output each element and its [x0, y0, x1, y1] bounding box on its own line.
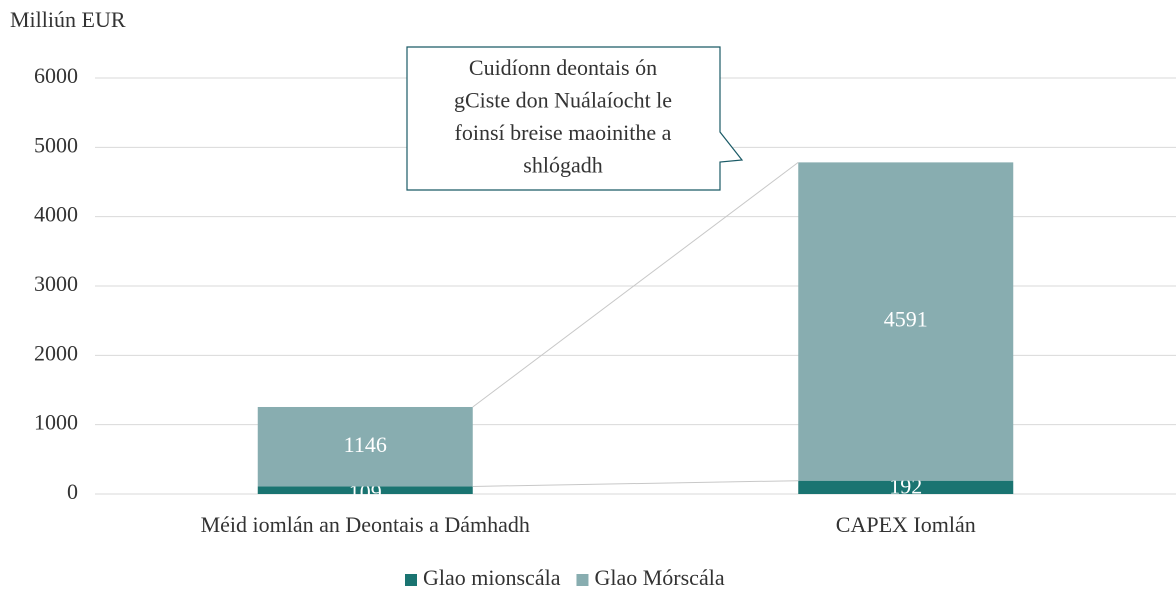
- legend-swatch: [576, 574, 589, 586]
- legend: Glao mionscála Glao Mórscála: [405, 565, 725, 590]
- callout-line: shlógadh: [523, 153, 602, 178]
- callout-line: foinsí breise maoinithe a: [455, 120, 672, 145]
- callout-line: Cuidíonn deontais ón: [469, 55, 657, 80]
- x-tick-label: CAPEX Iomlán: [836, 512, 976, 537]
- bar-segment: [798, 162, 1014, 481]
- x-tick-label: Méid iomlán an Deontais a Dámhadh: [201, 512, 530, 537]
- y-tick-label: 4000: [34, 202, 78, 227]
- connector-line: [472, 161, 799, 408]
- y-tick-label: 0: [67, 479, 78, 504]
- connector-line: [472, 480, 799, 487]
- y-tick-label: 6000: [34, 63, 78, 88]
- legend-label: Glao Mórscála: [594, 565, 724, 590]
- y-tick-label: 5000: [34, 132, 78, 157]
- y-axis-label: Milliún EUR: [10, 7, 126, 32]
- y-tick-label: 2000: [34, 340, 78, 365]
- callout-line: gCiste don Nuálaíocht le: [454, 88, 672, 113]
- legend-label: Glao mionscála: [423, 565, 561, 590]
- callout-text: Cuidíonn deontais ón gCiste don Nuálaíoch…: [454, 55, 672, 178]
- data-label: 1146: [344, 432, 387, 457]
- y-tick-label: 3000: [34, 271, 78, 296]
- y-tick-label: 1000: [34, 410, 78, 435]
- data-label: 4591: [884, 307, 928, 332]
- bar-segment: [798, 480, 1014, 494]
- bar-segment: [257, 406, 473, 487]
- plot-area: 0 1000 2000 3000 4000 5000 6000 Méid iomlán an …: [34, 63, 1176, 537]
- legend-swatch: [405, 574, 417, 586]
- bar-segment: [257, 486, 473, 494]
- callout-box: [406, 46, 744, 191]
